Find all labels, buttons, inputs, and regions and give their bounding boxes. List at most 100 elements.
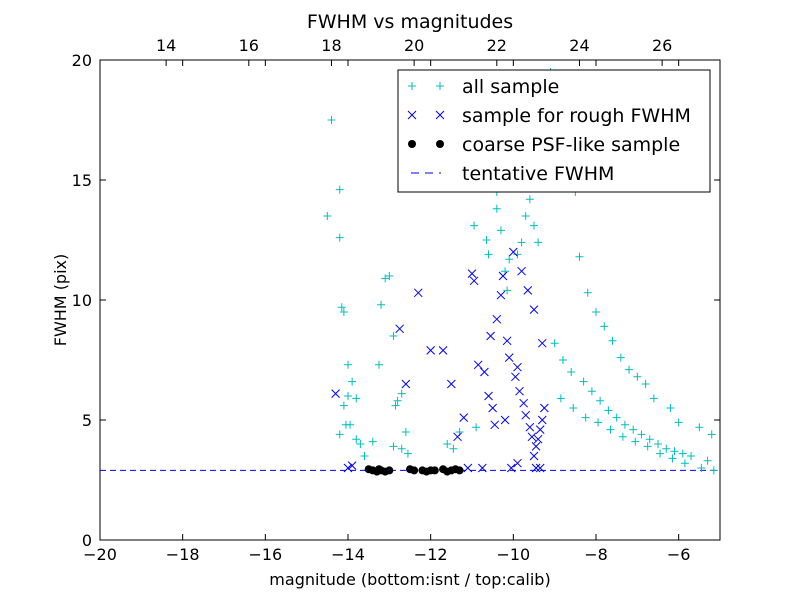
- data-point-stroke: [347, 461, 357, 470]
- data-point: [612, 413, 621, 422]
- data-point-stroke: [529, 451, 539, 461]
- data-point-stroke: [618, 432, 627, 441]
- data-point-stroke: [670, 447, 679, 456]
- y-tick-label: 5: [82, 411, 92, 430]
- data-point: [477, 463, 487, 473]
- data-point: [401, 428, 410, 436]
- data-point-stroke: [339, 401, 348, 410]
- data-point-shape: [385, 466, 394, 475]
- data-point: [550, 339, 559, 348]
- data-point-stroke: [343, 463, 353, 473]
- data-point: [534, 238, 543, 247]
- data-point: [666, 404, 675, 412]
- data-point-stroke: [504, 353, 514, 362]
- data-point: [500, 415, 510, 425]
- data-point: [587, 387, 596, 396]
- data-point-shape: [455, 466, 464, 475]
- data-point: [687, 452, 696, 460]
- data-point: [537, 415, 547, 425]
- data-point-stroke: [467, 269, 477, 278]
- data-point: [525, 195, 534, 204]
- data-point-stroke: [525, 422, 535, 432]
- data-point-stroke: [377, 300, 386, 309]
- legend-marker-b-stroke: [435, 110, 445, 120]
- x-tick-label: −6: [667, 545, 691, 564]
- data-point-stroke: [579, 377, 588, 386]
- data-point-stroke: [567, 368, 576, 376]
- data-point: [446, 379, 456, 389]
- data-point: [631, 437, 640, 446]
- top-tick-label: 26: [652, 36, 672, 55]
- data-point: [579, 377, 588, 386]
- legend-marker-b-shape: [436, 140, 444, 148]
- data-point: [618, 432, 627, 441]
- data-point-stroke: [583, 288, 592, 297]
- data-point: [662, 444, 671, 453]
- data-point-stroke: [503, 286, 512, 295]
- data-point-stroke: [401, 379, 411, 389]
- data-point: [513, 362, 522, 372]
- data-point-stroke: [473, 360, 483, 370]
- data-point-stroke: [335, 185, 344, 194]
- data-point: [531, 463, 541, 473]
- top-tick-label: 24: [569, 36, 589, 55]
- data-point-stroke: [649, 394, 658, 403]
- data-point: [403, 449, 412, 458]
- data-point: [535, 463, 545, 473]
- data-point-stroke: [505, 255, 514, 264]
- data-point: [531, 442, 541, 451]
- data-point: [453, 432, 462, 442]
- data-point: [508, 247, 518, 257]
- data-point: [529, 451, 539, 461]
- data-point-stroke: [629, 425, 638, 434]
- data-point-stroke: [521, 212, 530, 220]
- data-point: [426, 346, 436, 355]
- data-point: [643, 442, 652, 451]
- data-point-stroke: [360, 452, 369, 460]
- data-point-stroke: [604, 406, 613, 415]
- data-point-stroke: [344, 360, 352, 369]
- data-point: [346, 420, 355, 429]
- data-point: [496, 226, 505, 235]
- data-point: [472, 423, 481, 432]
- legend-marker-a: [407, 110, 417, 120]
- data-point-stroke: [323, 212, 332, 220]
- data-point: [368, 437, 377, 446]
- data-point-stroke: [620, 420, 629, 429]
- data-point: [511, 372, 520, 382]
- legend-marker-b: [435, 110, 445, 120]
- legend-entry-sample-for-rough-fwhm: sample for rough FWHM: [407, 105, 691, 127]
- data-point-stroke: [488, 403, 498, 413]
- data-point-stroke: [395, 324, 405, 334]
- data-point-stroke: [608, 336, 617, 345]
- data-point: [496, 290, 506, 300]
- data-point: [438, 346, 448, 355]
- data-point: [517, 238, 526, 247]
- data-point: [502, 336, 512, 346]
- data-point-stroke: [606, 425, 615, 434]
- data-point: [459, 413, 469, 422]
- data-point: [385, 272, 394, 280]
- data-point-stroke: [463, 463, 473, 473]
- data-point: [344, 360, 352, 369]
- legend-marker-x: [407, 110, 445, 120]
- data-point-stroke: [594, 418, 603, 427]
- data-point-stroke: [368, 437, 377, 446]
- data-point: [492, 204, 501, 213]
- data-point-stroke: [375, 360, 383, 369]
- data-point-stroke: [413, 288, 423, 298]
- data-point: [670, 447, 679, 456]
- data-point-stroke: [484, 250, 493, 259]
- data-point: [430, 466, 439, 475]
- x-axis-label: magnitude (bottom:isnt / top:calib): [269, 570, 550, 589]
- top-tick-label: 22: [487, 36, 507, 55]
- data-point: [535, 425, 545, 434]
- data-point-stroke: [592, 308, 600, 316]
- data-point-stroke: [344, 392, 352, 400]
- data-point: [668, 454, 677, 463]
- data-point: [335, 430, 344, 439]
- legend-marker-a-shape: [408, 140, 416, 148]
- data-point-stroke: [403, 449, 412, 458]
- x-tick-label: −8: [584, 545, 608, 564]
